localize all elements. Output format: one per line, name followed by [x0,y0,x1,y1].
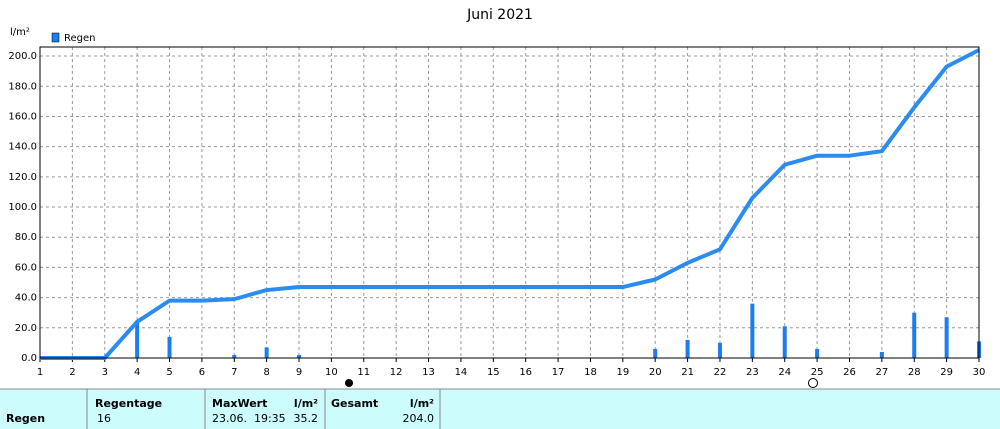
x-tick-label: 24 [778,367,791,378]
y-tick-label: 160.0 [8,111,37,122]
x-tick-label: 11 [357,367,370,378]
x-tick-label: 25 [811,367,824,378]
x-tick-label: 12 [390,367,403,378]
bar [232,354,237,358]
legend-label: Regen [64,33,96,44]
bar [782,326,787,358]
bar [264,347,269,358]
legend-swatch [51,32,60,43]
table-bg [0,389,1000,429]
bar [912,312,917,358]
y-tick-label: 20.0 [15,323,37,334]
x-tick-label: 27 [875,367,888,378]
y-tick-label: 0.0 [21,353,37,364]
bar [135,321,140,358]
bar [653,348,658,358]
y-tick-label: 180.0 [8,81,37,92]
stats-table: Regen Regentage 16 MaxWert 23.06. 19:35 … [0,388,1000,429]
x-tick-label: 3 [102,367,108,378]
x-tick-label: 2 [69,367,75,378]
bar [944,317,949,358]
bar [717,342,722,358]
plot-border [39,46,980,359]
bar [297,354,302,358]
y-tick-label: 40.0 [15,293,37,304]
header: l/m² [294,397,318,410]
x-tick-label: 23 [746,367,759,378]
y-tick-label: 140.0 [8,142,37,153]
x-tick-label: 7 [231,367,237,378]
value: 204.0 [403,412,435,425]
header: l/m² [410,397,434,410]
x-tick-label: 19 [616,367,629,378]
x-tick-label: 8 [263,367,269,378]
x-tick-label: 15 [487,367,500,378]
header: Gesamt [331,397,378,410]
x-tick-label: 16 [519,367,532,378]
y-tick-label: 100.0 [8,202,37,213]
bar [685,339,690,358]
row-label: Regen [6,412,45,425]
x-tick-label: 5 [166,367,172,378]
x-tick-label: 1 [37,367,43,378]
bar [815,348,820,358]
value: 35.2 [294,412,319,425]
y-axis-unit: l/m² [10,27,30,38]
moon-new [808,378,818,388]
value: 23.06. 19:35 [212,412,286,425]
x-tick-label: 17 [552,367,565,378]
x-tick-label: 30 [973,367,986,378]
x-tick-label: 28 [908,367,921,378]
x-tick-label: 22 [714,367,727,378]
x-tick-label: 4 [134,367,140,378]
moon-full [345,379,353,387]
x-tick-label: 26 [843,367,856,378]
header: Regentage [95,397,162,410]
x-tick-label: 18 [584,367,597,378]
y-tick-label: 60.0 [15,262,37,273]
plot: 0.0 20.0 40.0 60.0 80.0 100.0 120.0 140.0 160.0 1… [8,47,985,378]
y-tick-label: 120.0 [8,172,37,183]
value: 16 [97,412,111,425]
y-tick-label: 200.0 [8,51,37,62]
x-tick-label: 10 [325,367,338,378]
x-tick-label: 14 [455,367,468,378]
y-tick-label: 80.0 [15,232,37,243]
x-tick-label: 9 [296,367,302,378]
chart-title: Juni 2021 [466,7,533,23]
header: MaxWert [212,397,267,410]
x-tick-label: 13 [422,367,435,378]
line [40,48,980,360]
x-tick-label: 6 [199,367,205,378]
x-tick-label: 21 [681,367,694,378]
bar [879,351,884,358]
bar [167,336,172,358]
x-tick-label: 29 [940,367,953,378]
bar [750,303,755,358]
x-tick-label: 20 [649,367,662,378]
